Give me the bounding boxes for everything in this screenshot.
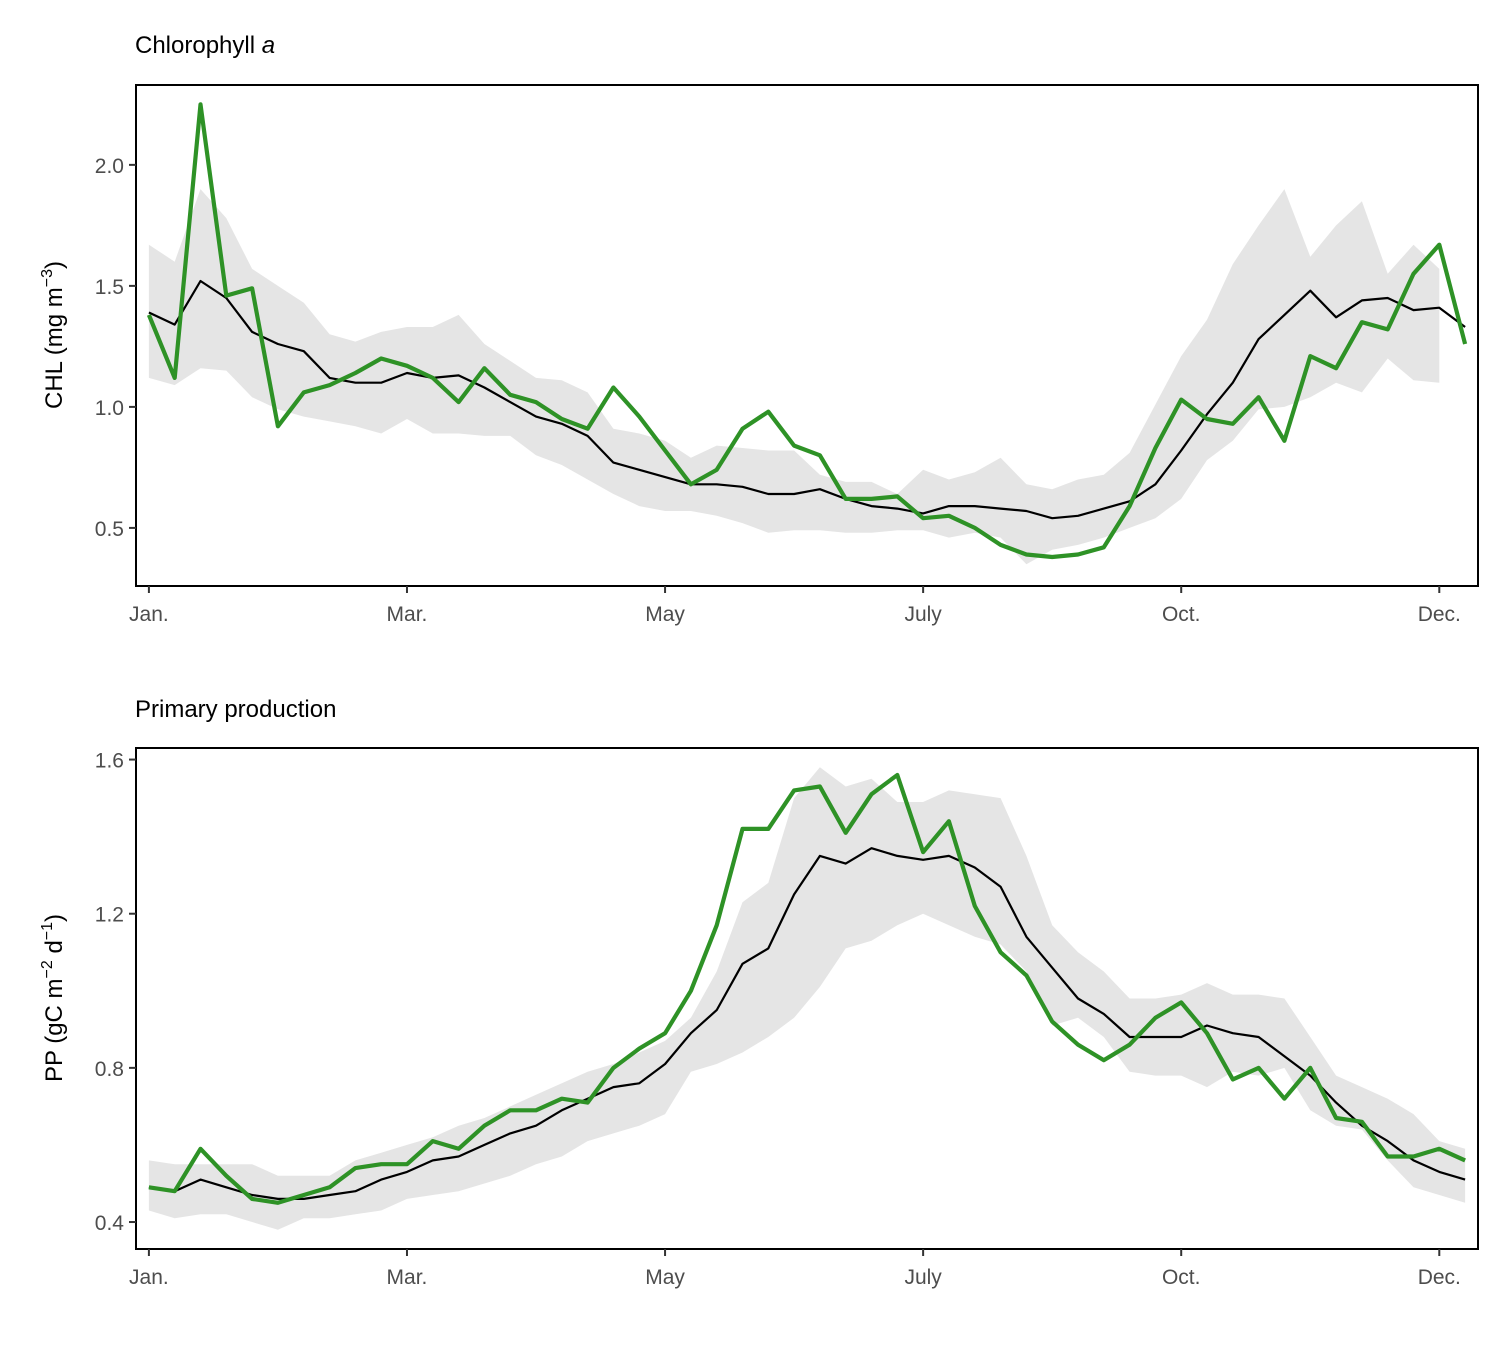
pp-climatology-line xyxy=(148,847,1466,1201)
pp-y-axis: 0.4 0.8 1.2 1.6 xyxy=(95,750,136,1235)
chl-observed-line xyxy=(146,102,1468,560)
chl-y-tick-label: 1.0 xyxy=(95,397,124,420)
chl-panel: Chlorophyll a 0.5 1.0 1.5 2.0 Jan. Mar. May Ju… xyxy=(39,32,1479,626)
chl-x-tick-label: Oct. xyxy=(1162,603,1201,626)
pp-x-tick-label: Oct. xyxy=(1162,1266,1201,1289)
chl-climatology-line xyxy=(148,279,1466,520)
pp-y-axis-label: PP (gC m−2 d−1) xyxy=(39,914,68,1082)
chl-x-tick-label: Dec. xyxy=(1418,603,1461,626)
chl-panel-border xyxy=(135,84,1479,587)
chl-x-tick-label: May xyxy=(645,603,685,626)
pp-y-tick-label: 1.2 xyxy=(95,904,124,927)
pp-panel: Primary production 0.4 0.8 1.2 1.6 Jan. Mar.… xyxy=(39,696,1479,1289)
chl-y-tick-label: 2.0 xyxy=(95,155,124,178)
pp-y-tick-label: 1.6 xyxy=(95,750,124,773)
chl-y-axis: 0.5 1.0 1.5 2.0 xyxy=(95,155,136,541)
pp-x-axis: Jan. Mar. May July Oct. Dec. xyxy=(129,1249,1461,1289)
pp-y-tick-label: 0.8 xyxy=(95,1058,124,1081)
chl-x-axis: Jan. Mar. May July Oct. Dec. xyxy=(129,586,1461,626)
chl-y-tick-label: 1.5 xyxy=(95,276,124,299)
pp-x-tick-label: Dec. xyxy=(1418,1266,1461,1289)
pp-x-tick-label: July xyxy=(904,1266,942,1289)
chl-x-tick-label: July xyxy=(904,603,942,626)
pp-plot-area xyxy=(148,767,1466,1230)
chl-plot-area xyxy=(146,102,1468,565)
pp-panel-border xyxy=(135,747,1479,1250)
chl-y-tick-label: 0.5 xyxy=(95,518,124,541)
pp-x-tick-label: Mar. xyxy=(387,1266,428,1289)
chl-y-axis-label: CHL (mg m−3) xyxy=(39,261,68,409)
chl-range-band xyxy=(148,189,1440,565)
pp-title: Primary production xyxy=(135,696,336,723)
pp-x-tick-label: Jan. xyxy=(129,1266,169,1289)
chl-title: Chlorophyll a xyxy=(135,32,275,59)
pp-y-tick-label: 0.4 xyxy=(95,1212,125,1235)
pp-range-band xyxy=(148,767,1466,1230)
pp-observed-line xyxy=(148,772,1466,1205)
chl-x-tick-label: Mar. xyxy=(387,603,428,626)
chl-x-tick-label: Jan. xyxy=(129,603,169,626)
pp-x-tick-label: May xyxy=(645,1266,685,1289)
